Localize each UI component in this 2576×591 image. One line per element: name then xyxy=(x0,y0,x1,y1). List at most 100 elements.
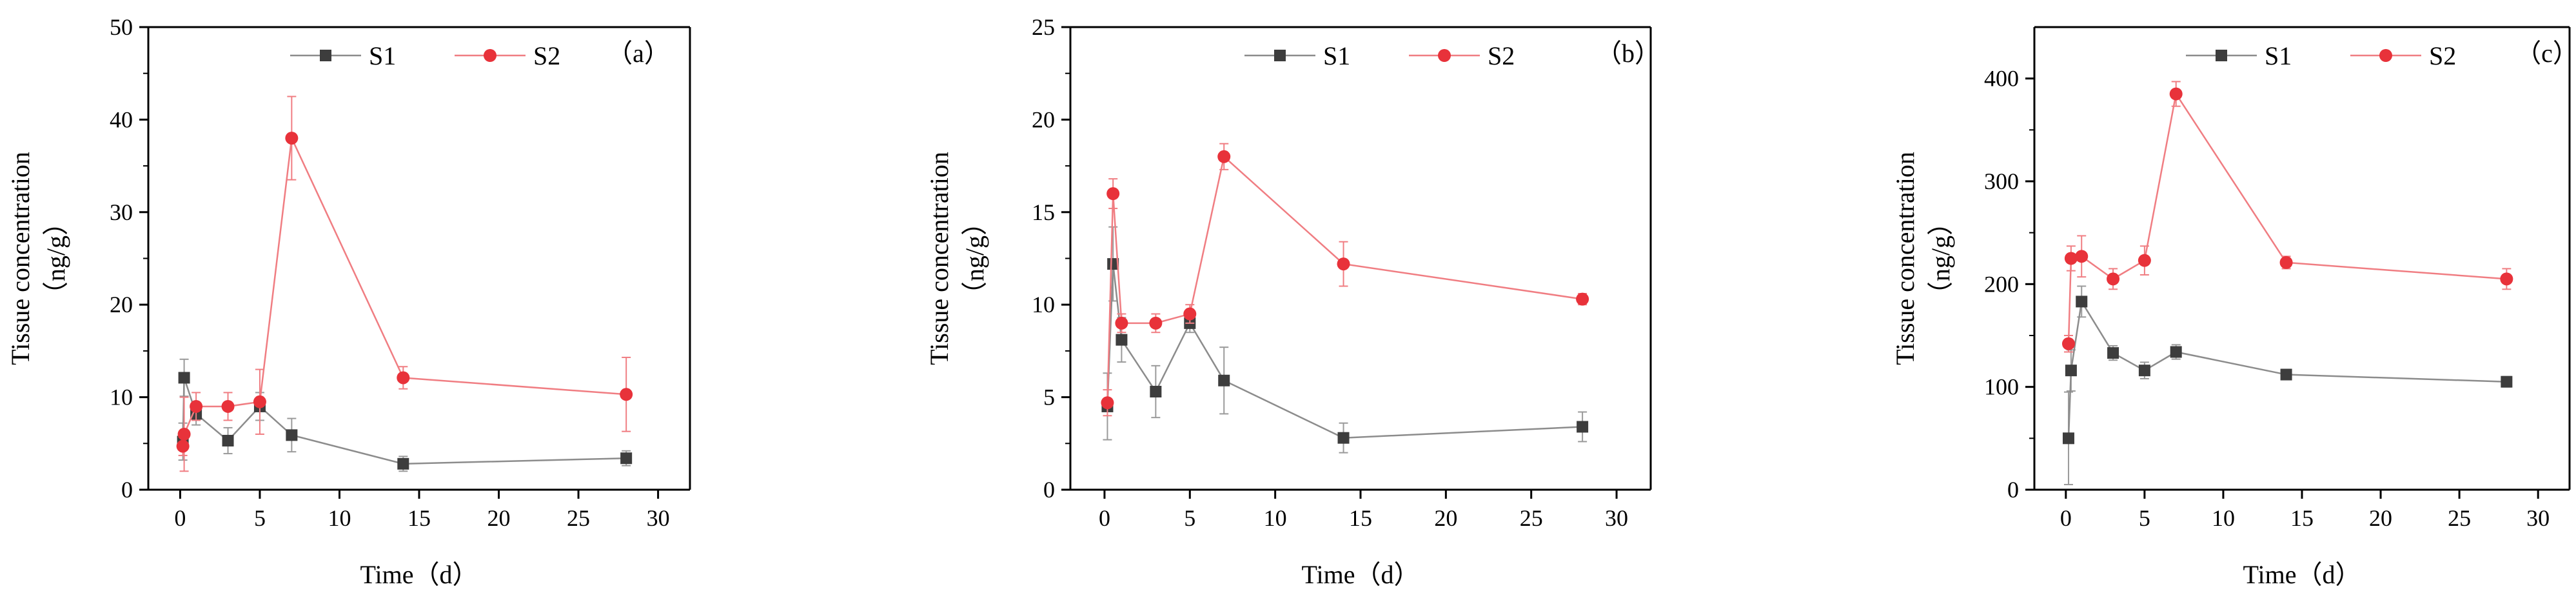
legend-label-s1: S1 xyxy=(1323,41,1350,70)
y-axis-title: Tissue concentration xyxy=(1891,152,1920,365)
s1-point xyxy=(2076,296,2088,308)
x-tick-label: 5 xyxy=(1184,505,1195,531)
legend: S1 S2 xyxy=(1244,41,1515,70)
x-axis-title: Time（d） xyxy=(1301,560,1419,589)
s2-point xyxy=(1576,292,1589,306)
s2-point xyxy=(2169,87,2183,101)
s2-point xyxy=(1217,150,1231,163)
x-tick-label: 30 xyxy=(1605,505,1628,531)
x-tick-label: 25 xyxy=(1520,505,1543,531)
s1-series-line xyxy=(2067,299,2507,439)
legend-marker-s2 xyxy=(484,49,497,62)
y-axis-unit: （ng/g） xyxy=(41,210,70,307)
x-tick-label: 25 xyxy=(2448,505,2471,531)
s1-point xyxy=(620,452,633,465)
s2-point xyxy=(2064,252,2078,265)
legend-label-s2: S2 xyxy=(533,41,560,70)
chart-panel-a: 0 5 10 15 20 25 30 0 10 20 30 40 50 Time（d） Tissue con… xyxy=(6,14,691,589)
s1-point xyxy=(1337,432,1350,444)
y-tick-label: 40 xyxy=(110,106,133,132)
y-tick-label: 100 xyxy=(1984,374,2019,400)
x-tick-label: 15 xyxy=(2290,505,2314,531)
s1-series-line xyxy=(182,377,627,465)
x-tick-label: 0 xyxy=(2060,505,2072,531)
s2-point xyxy=(285,132,299,145)
legend-label-s2: S2 xyxy=(2429,41,2456,70)
x-tick-label: 10 xyxy=(1264,505,1287,531)
s1-point xyxy=(2107,347,2119,359)
y-tick-label: 30 xyxy=(110,199,133,225)
legend-marker-s1 xyxy=(2216,50,2227,61)
legend: S1 S2 xyxy=(2186,41,2456,70)
s1-point xyxy=(2170,346,2182,358)
legend-marker-s1 xyxy=(1274,50,1286,61)
s1-point xyxy=(286,429,298,441)
y-tick-label: 25 xyxy=(1032,14,1055,40)
x-tick-label: 0 xyxy=(1099,505,1110,531)
y-tick-label: 300 xyxy=(1984,168,2019,194)
s2-point xyxy=(2138,254,2151,267)
s2-point xyxy=(2279,255,2293,269)
y-tick-label: 50 xyxy=(110,14,133,40)
s2-point xyxy=(2500,272,2513,286)
panel-label: （b） xyxy=(1596,39,1660,68)
s1-point xyxy=(2065,365,2077,377)
x-tick-label: 15 xyxy=(408,505,431,531)
x-tick-label: 10 xyxy=(328,505,351,531)
chart-panel-b: 0 5 10 15 20 25 30 0 5 10 15 20 25 Time（d） Tissue conc… xyxy=(925,14,1660,589)
s1-point xyxy=(1116,334,1128,346)
x-tick-label: 20 xyxy=(1434,505,1457,531)
x-tick-label: 15 xyxy=(1349,505,1372,531)
s2-point xyxy=(1337,257,1350,271)
y-axis-title: Tissue concentration xyxy=(925,152,954,365)
y-tick-label: 20 xyxy=(1032,106,1055,132)
s2-point xyxy=(253,395,266,408)
s2-series-line xyxy=(2067,92,2507,344)
y-tick-label: 200 xyxy=(1984,271,2019,297)
x-tick-label: 25 xyxy=(567,505,590,531)
y-axis-title: Tissue concentration xyxy=(6,152,35,365)
panel-label: （a） xyxy=(607,39,670,68)
y-axis-unit: （ng/g） xyxy=(960,210,989,307)
s1-point xyxy=(1150,385,1162,397)
s1-point xyxy=(222,434,234,446)
y-tick-label: 10 xyxy=(110,385,133,410)
legend-label-s1: S1 xyxy=(369,41,396,70)
s1-point xyxy=(2501,376,2513,388)
legend-marker-s2 xyxy=(1438,49,1451,62)
x-tick-label: 20 xyxy=(487,505,511,531)
x-tick-label: 10 xyxy=(2212,505,2235,531)
legend-label-s2: S2 xyxy=(1488,41,1515,70)
s2-point xyxy=(221,399,235,413)
s2-point xyxy=(1106,187,1120,201)
s2-point xyxy=(177,427,191,441)
s2-point xyxy=(2075,250,2089,263)
s1-series-line xyxy=(1106,263,1583,439)
y-tick-label: 10 xyxy=(1032,292,1055,317)
y-tick-label: 400 xyxy=(1984,66,2019,92)
s1-point xyxy=(2280,368,2292,381)
s1-point xyxy=(1218,374,1230,386)
y-tick-label: 5 xyxy=(1043,385,1055,410)
panel-label: （c） xyxy=(2515,39,2576,68)
s2-point xyxy=(1183,307,1197,321)
s2-point xyxy=(2107,272,2120,286)
legend-marker-s1 xyxy=(320,50,331,61)
s2-point xyxy=(620,388,633,401)
x-tick-label: 0 xyxy=(174,505,186,531)
y-tick-label: 0 xyxy=(121,477,133,503)
s2-point xyxy=(190,399,203,413)
s2-point xyxy=(1101,396,1114,410)
x-tick-label: 30 xyxy=(2526,505,2550,531)
legend-marker-s2 xyxy=(2379,49,2392,62)
s2-point xyxy=(2061,337,2075,350)
s2-point xyxy=(1149,316,1163,330)
x-tick-label: 20 xyxy=(2369,505,2392,531)
s1-point xyxy=(2062,432,2074,445)
s2-point xyxy=(1115,316,1128,330)
y-tick-label: 20 xyxy=(110,292,133,317)
legend: S1 S2 xyxy=(290,41,560,70)
s1-point xyxy=(2138,365,2150,377)
